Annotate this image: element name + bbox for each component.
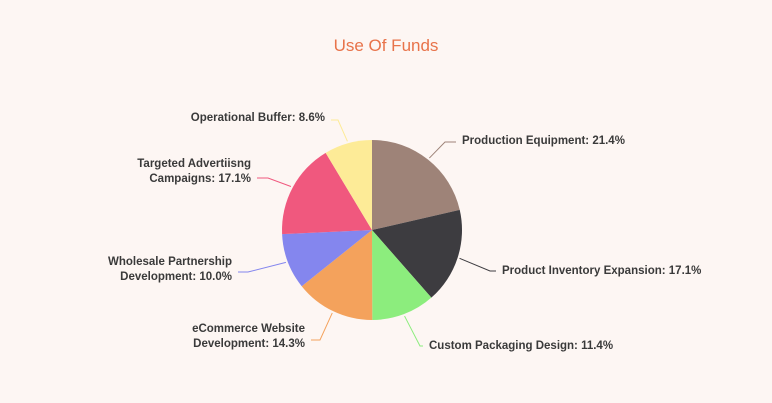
leader-line <box>428 141 456 159</box>
pie-slice <box>325 140 372 230</box>
slice-label: eCommerce Website Development: 14.3% <box>192 323 305 350</box>
chart-title: Use Of Funds <box>333 36 439 55</box>
slice-label: Operational Buffer: 8.6% <box>191 112 325 124</box>
slice-label: Product Inventory Expansion: 17.1% <box>502 265 701 277</box>
leader-line <box>404 315 423 347</box>
leader-line <box>459 257 496 272</box>
pie-slice <box>301 230 373 320</box>
pie-slice <box>372 209 462 298</box>
pie-slice <box>372 230 432 320</box>
slice-label: Targeted Advertiisng Campaigns: 17.1% <box>137 158 251 185</box>
leader-line <box>331 119 348 142</box>
leader-line <box>311 312 333 341</box>
pie-slice <box>281 152 372 235</box>
leader-line <box>257 177 292 187</box>
slice-label: Production Equipment: 21.4% <box>462 135 625 147</box>
slice-label: Custom Packaging Design: 11.4% <box>429 340 613 352</box>
slice-label: Wholesale Partnership Development: 10.0% <box>108 256 232 283</box>
leader-line <box>238 261 287 273</box>
pie-slice <box>372 140 460 230</box>
pie-slice <box>282 230 372 287</box>
